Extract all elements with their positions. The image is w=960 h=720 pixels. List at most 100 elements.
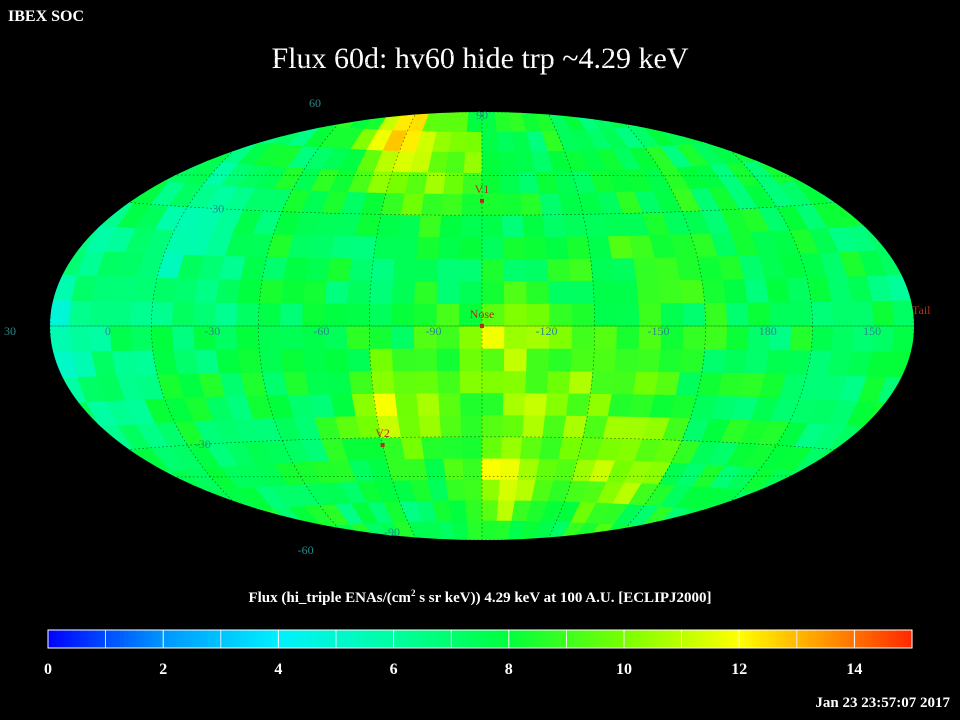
meridian-line [0,23,483,629]
colorbar-title-post: s sr keV)) 4.29 keV at 100 A.U. [ECLIPJ2… [415,590,712,606]
colorbar-segment [684,630,689,648]
colorbar-segment [908,630,913,648]
colorbar-segment [856,630,861,648]
colorbar-segment [704,630,709,648]
colorbar-segment [848,630,853,648]
colorbar-segment [412,630,417,648]
colorbar-segment [108,630,113,648]
colorbar-segment [764,630,769,648]
colorbar-segment [348,630,353,648]
latitude-label: -60 [298,543,314,557]
colorbar-segment [696,630,701,648]
flux-pixel [392,112,418,131]
colorbar-segment [304,630,309,648]
colorbar-segment [772,630,777,648]
colorbar-segment [68,630,73,648]
colorbar-segment [644,630,649,648]
colorbar-segment [84,630,89,648]
colorbar-segment [584,630,589,648]
colorbar-segment [844,630,849,648]
colorbar-segment [368,630,373,648]
colorbar-segment [864,630,869,648]
colorbar-segment [300,630,305,648]
colorbar-segment [492,630,497,648]
colorbar-segment [340,630,345,648]
colorbar-segment [48,630,53,648]
colorbar-segment [596,630,601,648]
colorbar-segment [608,630,613,648]
colorbar-segment [160,630,165,648]
colorbar-segment [168,630,173,648]
colorbar-segment [892,630,897,648]
colorbar-segment [440,630,445,648]
colorbar-segment [208,630,213,648]
meridian-line [481,23,960,629]
colorbar-segment [668,630,673,648]
colorbar-segment [264,630,269,648]
longitude-label: -90 [425,324,441,338]
colorbar-segment [620,630,625,648]
meridian-line [481,23,813,629]
colorbar-segment [540,630,545,648]
grid-labels: 906030-30-60-9060300-30-60-90-120-150180… [4,96,881,557]
latitude-label: 60 [309,96,321,110]
marker-dot [480,198,484,203]
colorbar-segment [204,630,209,648]
colorbar-segment [120,630,125,648]
colorbar-segment [180,630,185,648]
colorbar-segment [664,630,669,648]
colorbar-segment [316,630,321,648]
colorbar-segment [376,630,381,648]
colorbar-segment [824,630,829,648]
colorbar-segment [92,630,97,648]
colorbar-segment [360,630,365,648]
colorbar-segment [500,630,505,648]
colorbar-segment [836,630,841,648]
colorbar-segment [112,630,117,648]
colorbar-tick-label: 0 [44,661,52,678]
colorbar-segment [504,630,509,648]
colorbar-segment [632,630,637,648]
flux-pixel [422,112,444,132]
flux-pixel [892,325,914,353]
colorbar-segment [576,630,581,648]
colorbar-segment [220,630,225,648]
colorbar-segment [768,630,773,648]
colorbar-segment [688,630,693,648]
longitude-label: 180 [759,324,777,338]
colorbar-segment [268,630,273,648]
longitude-label: 30 [4,324,16,338]
colorbar-segment [536,630,541,648]
colorbar-segment [260,630,265,648]
colorbar-segment [648,630,653,648]
colorbar-segment [472,630,477,648]
colorbar-segment [60,630,65,648]
meridian-line [368,23,483,629]
colorbar-segment [452,630,457,648]
flux-pixel [911,325,914,353]
colorbar-segment [344,630,349,648]
colorbar-segment [424,630,429,648]
meridian-line [49,23,483,629]
colorbar-segment [700,630,705,648]
colorbar-segment [604,630,609,648]
flux-pixel [507,112,528,132]
colorbar-segment [780,630,785,648]
colorbar-title-pre: Flux (hi_triple ENAs/(cm [248,590,411,606]
colorbar-tick-label: 8 [505,661,513,678]
colorbar-segment [516,630,521,648]
colorbar-segment [280,630,285,648]
colorbar-segment [612,630,617,648]
colorbar-segment [436,630,441,648]
colorbar-segment [148,630,153,648]
colorbar-segment [416,630,421,648]
colorbar-tick-label: 2 [159,661,167,678]
latitude-label: 30 [212,202,224,216]
latitude-label: -30 [195,437,211,451]
colorbar-segment [560,630,565,648]
colorbar-segment [400,630,405,648]
colorbar-segment [56,630,61,648]
colorbar-segment [800,630,805,648]
colorbar-segment [216,630,221,648]
colorbar-segment [580,630,585,648]
